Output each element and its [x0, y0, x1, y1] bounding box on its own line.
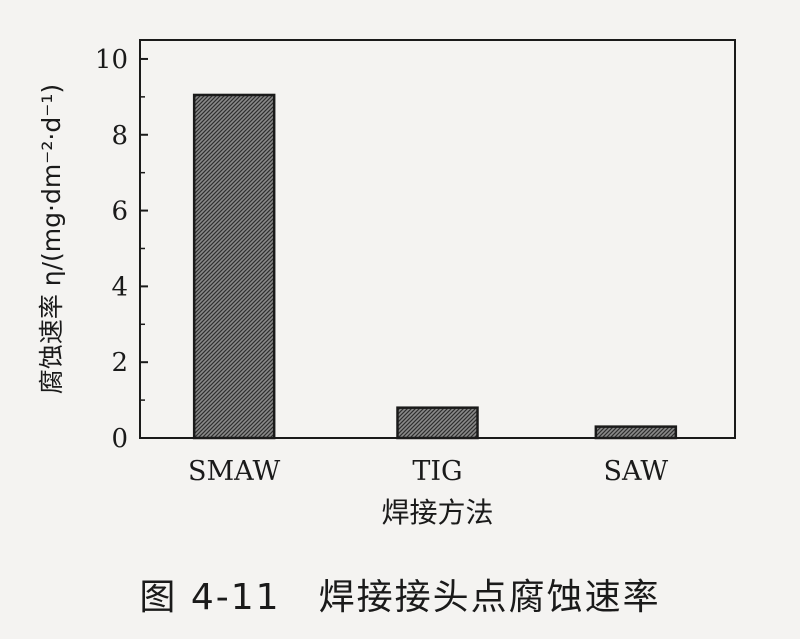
x-tick-label: SAW — [604, 456, 669, 487]
bar-chart: 0 2 4 6 8 10 SMAW TIG SAW 焊接方法 腐蚀速率 η/(mg·dm⁻²·d⁻¹… — [37, 39, 736, 529]
x-tick-label: TIG — [412, 456, 462, 487]
bars — [192, 93, 678, 440]
y-tick-label: 4 — [111, 272, 128, 302]
bar-saw — [594, 425, 678, 440]
y-tick-label: 8 — [111, 121, 128, 151]
y-tick-label: 2 — [111, 348, 128, 378]
x-axis-label: 焊接方法 — [381, 496, 493, 529]
y-tick-label: 6 — [111, 197, 128, 227]
y-tick-label: 10 — [95, 45, 128, 75]
labels: 0 2 4 6 8 10 SMAW TIG SAW 焊接方法 腐蚀速率 η/(mg·dm⁻²·d⁻¹… — [37, 45, 668, 529]
x-tick-label: SMAW — [188, 456, 281, 487]
figure-title: 焊接接头点腐蚀速率 — [318, 577, 661, 618]
figure-number: 图 4-11 — [139, 577, 281, 618]
bar-tig — [396, 406, 479, 440]
y-tick-label: 0 — [111, 424, 128, 454]
y-axis-label: 腐蚀速率 η/(mg·dm⁻²·d⁻¹) — [37, 84, 66, 394]
bar-smaw — [192, 93, 276, 440]
figure-caption: 图 4-11 焊接接头点腐蚀速率 — [0, 568, 800, 620]
